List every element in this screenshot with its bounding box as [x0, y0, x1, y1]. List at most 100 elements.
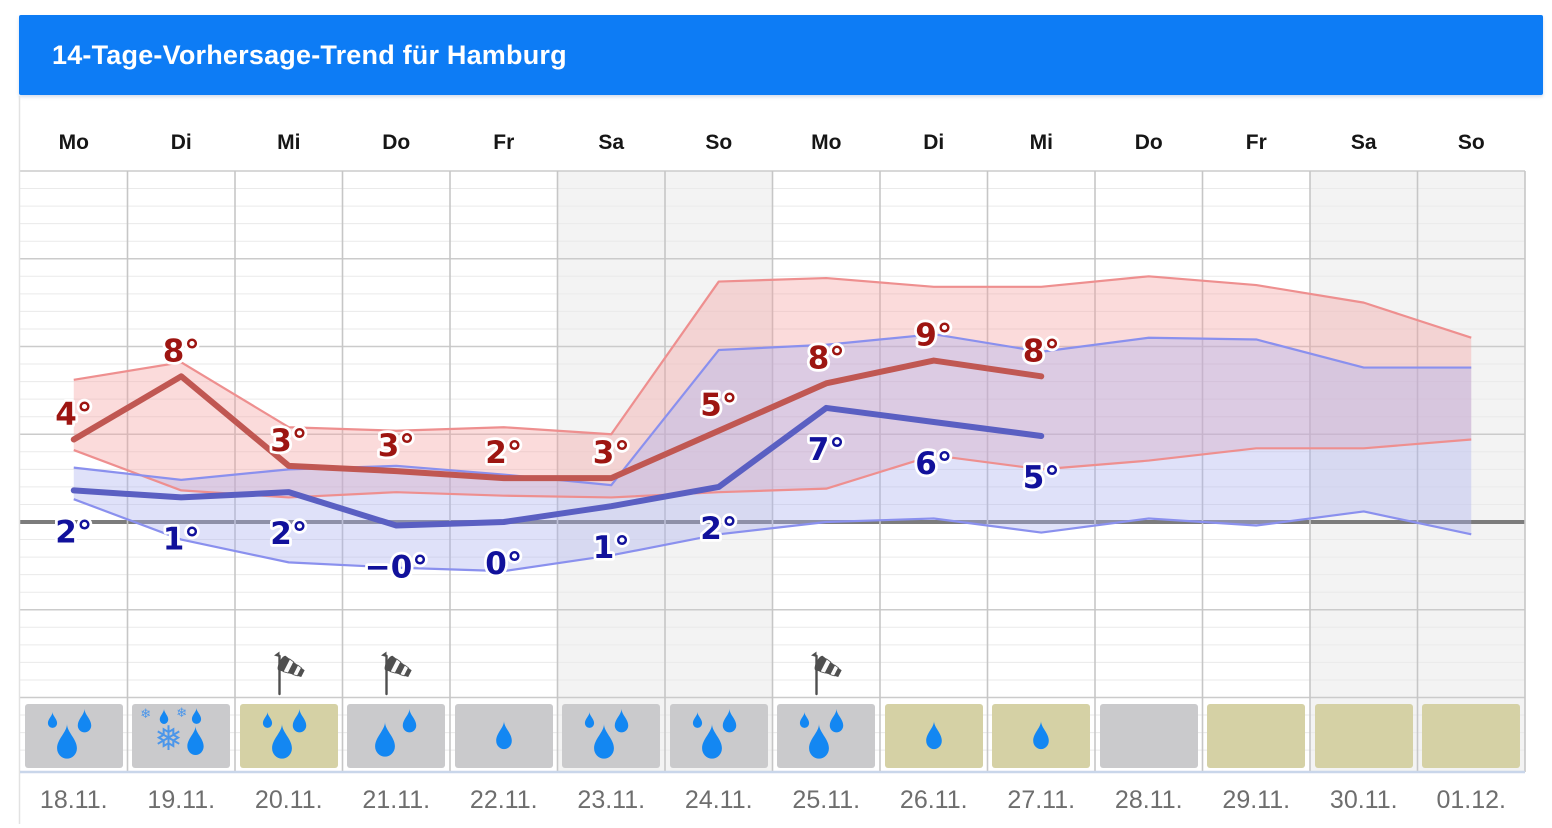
- weekend-column: [557, 171, 665, 772]
- raindrop-icon: [691, 712, 704, 729]
- max-band-upper-edge: [73, 275, 1472, 436]
- min-temp-label: 2°: [270, 516, 307, 552]
- raindrop-icon: [798, 712, 811, 729]
- chart-title: 14-Tage-Vorhersage-Trend für Hamburg: [52, 39, 567, 70]
- max-temp-label: 2°: [485, 435, 522, 471]
- max-temp-label: 5°: [700, 388, 737, 424]
- weather-icon-box: [239, 704, 338, 768]
- raindrop-icon: [371, 722, 399, 759]
- raindrop-icon: [190, 708, 203, 725]
- date-label: 26.11.: [899, 786, 968, 814]
- min-band-lower-edge: [73, 498, 1472, 573]
- max-temp-label: 3°: [593, 435, 630, 471]
- max-temp-label: 8°: [1023, 333, 1060, 369]
- weather-icon-box: [884, 704, 983, 768]
- raindrop-icon: [184, 726, 207, 757]
- date-label: 01.12.: [1436, 786, 1506, 814]
- raindrop-icon: [290, 709, 309, 734]
- weekday-label: Mo: [58, 131, 89, 154]
- weather-icon-box: [992, 704, 1091, 768]
- weekday-label: Mi: [1029, 131, 1053, 154]
- min-temp-label: 6°: [915, 446, 952, 482]
- raindrop-icon: [1030, 721, 1052, 751]
- date-label: 29.11.: [1222, 786, 1291, 814]
- date-label: 20.11.: [254, 786, 323, 814]
- raindrop-icon: [805, 724, 833, 761]
- weekday-label: Mi: [277, 131, 301, 154]
- min-temp-label: −0°: [365, 550, 428, 586]
- weekday-label: Sa: [598, 131, 625, 154]
- date-label: 21.11.: [362, 786, 431, 814]
- weekday-label: So: [1457, 131, 1485, 154]
- date-label: 24.11.: [684, 786, 753, 814]
- weekday-label: Fr: [1245, 131, 1267, 154]
- raindrop-icon: [923, 721, 945, 751]
- raindrop-icon: [268, 724, 296, 761]
- min-temp-label: 1°: [163, 521, 200, 557]
- weekday-label: Sa: [1350, 131, 1377, 154]
- raindrop-icon: [46, 712, 59, 729]
- snowflake-icon: ❄: [140, 706, 152, 721]
- weather-icon-box: [777, 704, 876, 768]
- max-temp-label: 3°: [270, 423, 307, 459]
- min-temp-label: 5°: [1023, 460, 1060, 496]
- weather-icon-box: [24, 704, 123, 768]
- date-label: 23.11.: [577, 786, 646, 814]
- date-label: 22.11.: [469, 786, 538, 814]
- date-label: 25.11.: [792, 786, 861, 814]
- max-temp-line: [70, 357, 1045, 482]
- windsock-icon: [380, 650, 416, 696]
- date-label: 30.11.: [1329, 786, 1398, 814]
- min-temp-label: 1°: [593, 530, 630, 566]
- max-temp-label: 4°: [55, 397, 92, 433]
- raindrop-icon: [612, 709, 631, 734]
- weekend-column: [1310, 171, 1418, 772]
- temperature-bands: [73, 275, 1472, 573]
- min-temp-label: 2°: [55, 514, 92, 550]
- weekend-column: [1417, 171, 1525, 772]
- min-temp-label: 2°: [700, 511, 737, 547]
- header-bar: 14-Tage-Vorhersage-Trend für Hamburg: [19, 15, 1543, 95]
- weather-icon-box: [1422, 704, 1521, 768]
- date-label: 19.11.: [147, 786, 216, 814]
- max-temp-label: 3°: [378, 428, 415, 464]
- weather-icon-box: [1207, 704, 1306, 768]
- weekday-label: Di: [923, 131, 945, 154]
- weekend-column: [665, 171, 773, 772]
- raindrop-icon: [75, 709, 94, 734]
- date-label: 27.11.: [1007, 786, 1076, 814]
- raindrop-icon: [400, 709, 419, 734]
- snowflake-icon: ❄: [176, 705, 188, 720]
- date-label: 28.11.: [1114, 786, 1183, 814]
- max-temp-label: 8°: [163, 333, 200, 369]
- weekday-label: Do: [1134, 131, 1163, 154]
- raindrop-icon: [583, 712, 596, 729]
- weekend-shading: [557, 171, 1525, 772]
- date-label: 18.11.: [39, 786, 108, 814]
- weekday-label: Do: [382, 131, 411, 154]
- weekday-label: So: [705, 131, 733, 154]
- temperature-labels: 4° 8° 3° 3° 2° 3° 5° 8° 9° 8° 2° 1° 2° −0° 0° 1° 2° 7° 6° 5…: [52, 315, 1062, 588]
- raindrop-icon: [827, 709, 846, 734]
- max-temp-band: [73, 276, 1472, 498]
- raindrop-icon: [53, 724, 81, 761]
- weather-icon-box: [1314, 704, 1413, 768]
- raindrop-icon: [590, 724, 618, 761]
- weather-icon-box: [669, 704, 768, 768]
- weather-icon-box: ❄ ❄ ❅: [132, 704, 231, 768]
- weather-icon-box: [1099, 704, 1198, 768]
- min-temp-band: [73, 334, 1472, 572]
- raindrop-icon: [261, 712, 274, 729]
- weekday-label: Di: [170, 131, 192, 154]
- weather-icon-box: [454, 704, 553, 768]
- min-temp-label: 7°: [808, 432, 845, 468]
- weather-icon-box: [562, 704, 661, 768]
- weather-icon-box: [347, 704, 446, 768]
- snowflake-icon: ❅: [154, 720, 183, 758]
- min-temp-label: 0°: [485, 546, 522, 582]
- raindrop-icon: [720, 709, 739, 734]
- windsock-icon: [273, 650, 309, 696]
- raindrop-icon: [158, 709, 170, 725]
